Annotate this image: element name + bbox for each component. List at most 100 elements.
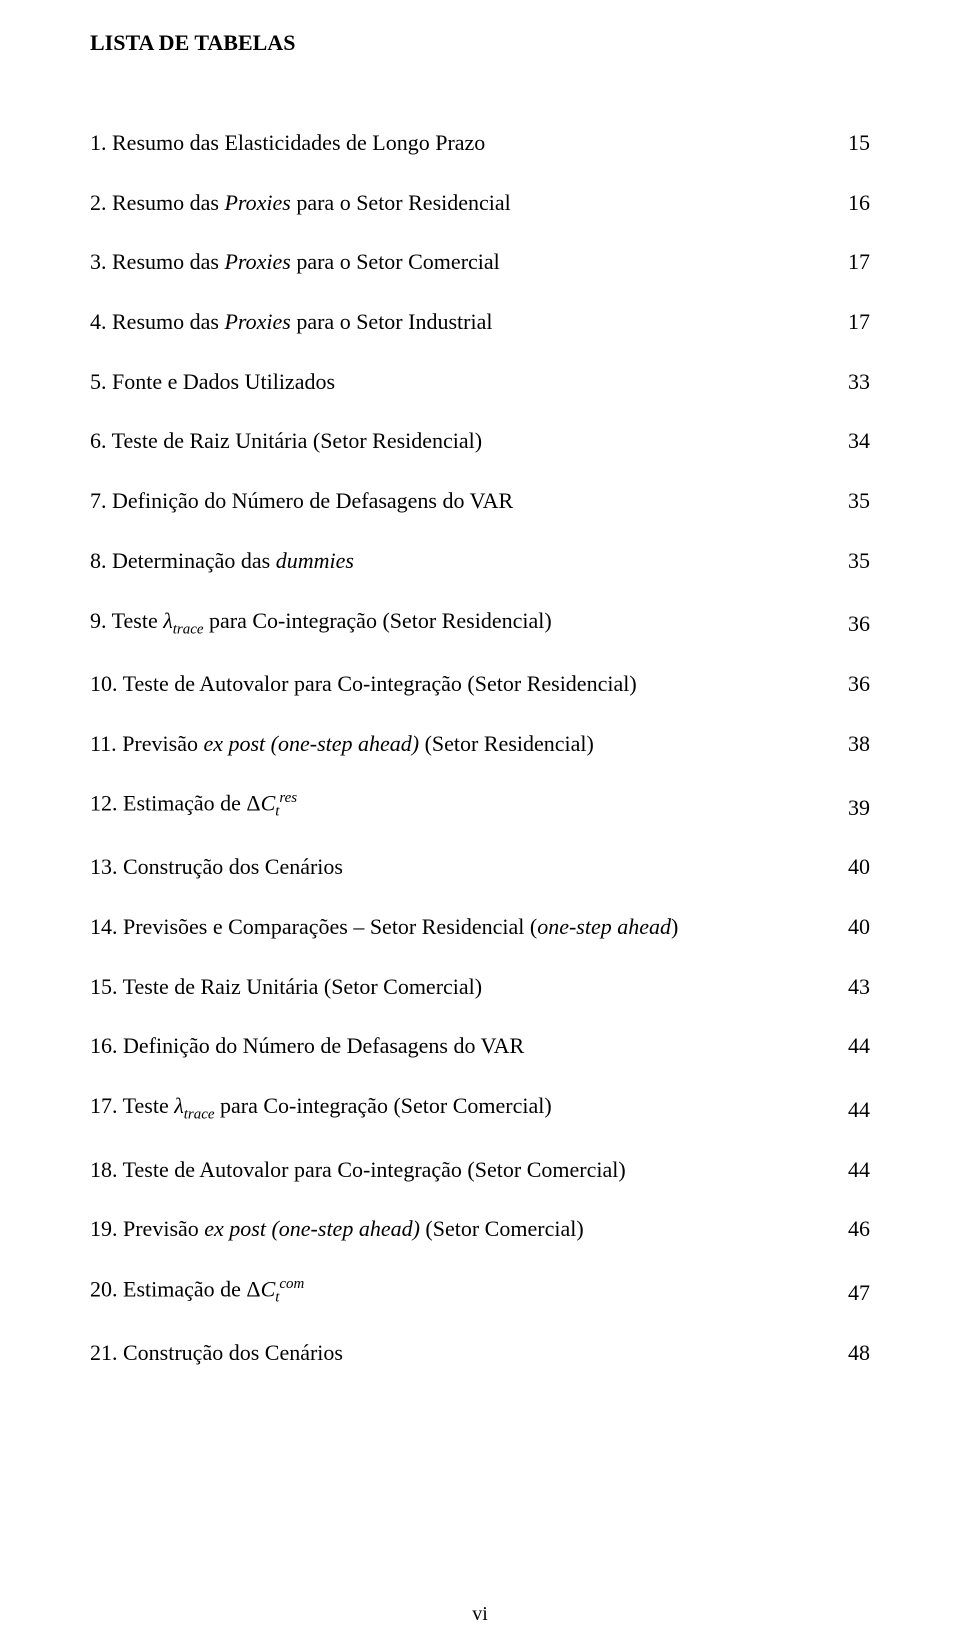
toc-entry-text: Teste de Raiz Unitária (Setor Residencia… [112,428,483,453]
c-symbol: C [261,1276,276,1301]
toc-entry-label: 15. Teste de Raiz Unitária (Setor Comerc… [90,972,834,1002]
toc-entry-page: 44 [834,1095,870,1125]
delta-symbol: Δ [246,1276,260,1301]
toc-entry-label: 13. Construção dos Cenários [90,852,834,882]
toc-entry-page: 17 [834,247,870,277]
toc-entry-number: 19. [90,1216,123,1241]
toc-entry: 21. Construção dos Cenários48 [90,1338,870,1368]
toc-entry: 6. Teste de Raiz Unitária (Setor Residen… [90,426,870,456]
toc-entry-label: 11. Previsão ex post (one-step ahead) (S… [90,729,834,759]
toc-entry-page: 36 [834,669,870,699]
toc-entry-text-italic: dummies [276,548,354,573]
toc-entry: 1. Resumo das Elasticidades de Longo Pra… [90,128,870,158]
toc-entry-page: 36 [834,609,870,639]
toc-entry-number: 11. [90,731,122,756]
toc-entry-text: Definição do Número de Defasagens do VAR [123,1033,524,1058]
toc-entry: 4. Resumo das Proxies para o Setor Indus… [90,307,870,337]
toc-entry: 2. Resumo das Proxies para o Setor Resid… [90,188,870,218]
toc-entry-number: 20. [90,1276,123,1301]
toc-entry-text-b: para Co-integração (Setor Residencial) [203,608,551,633]
toc-entry: 8. Determinação das dummies35 [90,546,870,576]
toc-entry-number: 10. [90,671,123,696]
toc-entry-text-a: Resumo das [112,190,224,215]
toc-entry-page: 33 [834,367,870,397]
toc-entry-label: 17. Teste λtrace para Co-integração (Set… [90,1091,834,1125]
toc-entry-text-a: Teste [112,608,164,633]
c-subscript: t [275,1290,279,1306]
page-number-roman: vi [472,1603,488,1626]
toc-entry-page: 48 [834,1338,870,1368]
toc-entry-page: 46 [834,1214,870,1244]
toc-entry-page: 40 [834,912,870,942]
toc-entry-page: 39 [834,793,870,823]
toc-entry-page: 44 [834,1031,870,1061]
toc-entry: 3. Resumo das Proxies para o Setor Comer… [90,247,870,277]
toc-entry-label: 19. Previsão ex post (one-step ahead) (S… [90,1214,834,1244]
toc-entry: 12. Estimação de ΔCtres39 [90,788,870,822]
toc-entry-number: 16. [90,1033,123,1058]
toc-entry-page: 43 [834,972,870,1002]
toc-entry-label: 9. Teste λtrace para Co-integração (Seto… [90,606,834,640]
toc-entry-label: 10. Teste de Autovalor para Co-integraçã… [90,669,834,699]
toc-entry-text-a: Teste [123,1093,175,1118]
toc-entry: 15. Teste de Raiz Unitária (Setor Comerc… [90,972,870,1002]
toc-entry-text: Construção dos Cenários [123,1340,343,1365]
toc-entry-label: 21. Construção dos Cenários [90,1338,834,1368]
toc-entry-number: 8. [90,548,112,573]
toc-entry-label: 3. Resumo das Proxies para o Setor Comer… [90,247,834,277]
toc-entry: 11. Previsão ex post (one-step ahead) (S… [90,729,870,759]
toc-entry-page: 16 [834,188,870,218]
toc-entry-number: 12. [90,791,123,816]
c-superscript: res [279,790,297,806]
toc-entry-text: Teste de Raiz Unitária (Setor Comercial) [123,974,483,999]
toc-entry-text-italic: ex post (one-step ahead) [203,731,419,756]
toc-entry-number: 14. [90,914,123,939]
lambda-symbol: λ [163,608,173,633]
toc-entry-page: 15 [834,128,870,158]
toc-entry: 16. Definição do Número de Defasagens do… [90,1031,870,1061]
toc-entry-text: Resumo das Elasticidades de Longo Prazo [112,130,485,155]
delta-symbol: Δ [246,791,260,816]
toc-entry-label: 1. Resumo das Elasticidades de Longo Pra… [90,128,834,158]
toc-entry-text-a: Estimação de [123,791,246,816]
toc-entry-text: Definição do Número de Defasagens do VAR [112,488,513,513]
toc-entry-number: 1. [90,130,112,155]
toc-entry-number: 17. [90,1093,123,1118]
toc-entry-label: 18. Teste de Autovalor para Co-integraçã… [90,1155,834,1185]
toc-entry-label: 4. Resumo das Proxies para o Setor Indus… [90,307,834,337]
toc-entry-text-a: Determinação das [112,548,276,573]
toc-entry-number: 6. [90,428,112,453]
toc-entry-text-b: para o Setor Residencial [291,190,511,215]
toc-entry-label: 14. Previsões e Comparações – Setor Resi… [90,912,834,942]
toc-entry-number: 5. [90,369,112,394]
toc-entry-text-b: ) [671,914,678,939]
toc-entry-number: 9. [90,608,112,633]
toc-entry: 18. Teste de Autovalor para Co-integraçã… [90,1155,870,1185]
toc-entry-page: 40 [834,852,870,882]
toc-entry-text-b: (Setor Comercial) [420,1216,584,1241]
toc-entry-page: 17 [834,307,870,337]
toc-entry-text: Fonte e Dados Utilizados [112,369,335,394]
toc-entry: 19. Previsão ex post (one-step ahead) (S… [90,1214,870,1244]
toc-entry-page: 35 [834,486,870,516]
toc-entry-text-italic: one-step ahead [537,914,671,939]
toc-entry: 10. Teste de Autovalor para Co-integraçã… [90,669,870,699]
toc-entry-text-a: Resumo das [112,309,224,334]
toc-entry-text: Construção dos Cenários [123,854,343,879]
toc-entry-page: 34 [834,426,870,456]
toc-entry-text-italic: Proxies [224,249,290,274]
toc-entry-text-a: Previsão [122,731,203,756]
toc-entry: 14. Previsões e Comparações – Setor Resi… [90,912,870,942]
toc-entry-text-italic: ex post (one-step ahead) [204,1216,420,1241]
lambda-subscript: trace [173,621,204,637]
toc-entry-text-b: para o Setor Comercial [291,249,500,274]
toc-entry-label: 2. Resumo das Proxies para o Setor Resid… [90,188,834,218]
toc-entry-number: 7. [90,488,112,513]
toc-entry-text-italic: Proxies [224,309,290,334]
toc-entry-page: 38 [834,729,870,759]
toc-entry-number: 21. [90,1340,123,1365]
toc-entry-text-a: Estimação de [123,1276,246,1301]
toc-entry-number: 18. [90,1157,123,1182]
toc-entry-text-a: Previsão [123,1216,204,1241]
lambda-subscript: trace [184,1106,215,1122]
